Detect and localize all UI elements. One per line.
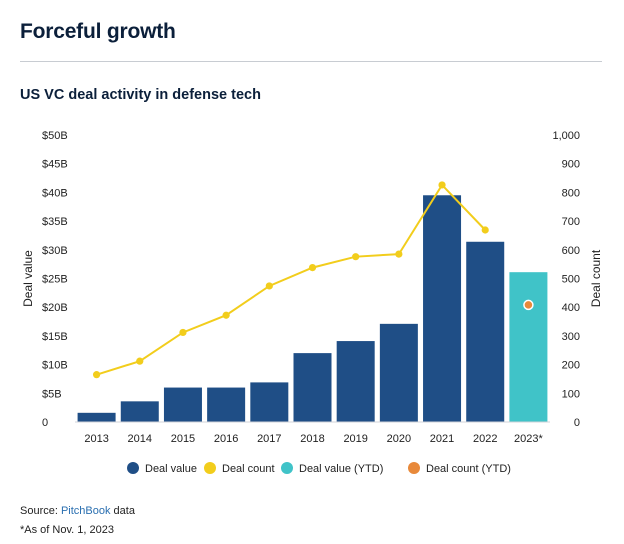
bar-deal-value — [336, 341, 375, 422]
point-deal-count — [308, 263, 317, 272]
y-left-tick-label: $45B — [42, 159, 68, 171]
x-tick-label: 2021 — [430, 433, 454, 445]
legend-swatch — [204, 462, 216, 474]
x-tick-label: 2018 — [300, 433, 324, 445]
bar-deal-value — [77, 412, 116, 422]
legend-label: Deal value (YTD) — [299, 463, 383, 475]
point-deal-count — [395, 250, 403, 258]
y-right-tick-label: 100 — [562, 388, 580, 400]
y-left-tick-label: 0 — [42, 417, 48, 429]
chart-title: US VC deal activity in defense tech — [20, 87, 261, 103]
point-deal-count — [179, 328, 187, 337]
y-right-tick-label: 200 — [562, 360, 580, 372]
x-tick-label: 2023* — [514, 433, 543, 445]
y-right-tick-label: 600 — [562, 245, 580, 257]
source-link[interactable]: PitchBook — [60, 505, 111, 517]
bar-deal-value — [293, 353, 332, 422]
x-tick-label: 2015 — [171, 433, 195, 445]
bar-deal-value — [466, 241, 505, 422]
point-deal-count — [265, 282, 273, 290]
y-left-tick-label: $35B — [42, 216, 68, 228]
y-left-tick-label: $20B — [42, 302, 68, 314]
x-tick-label: 2022 — [473, 433, 497, 445]
divider — [20, 61, 602, 62]
y-right-tick-label: 700 — [562, 216, 580, 228]
y-left-tick-label: $10B — [42, 360, 68, 372]
chart: 0 $5B $10B $15B $20B $25B $30B $35B $40B $45B $50B… — [21, 130, 603, 475]
y-left-tick-label: $50B — [42, 130, 68, 142]
point-deal-count — [92, 371, 101, 379]
source-prefix: Source: — [20, 505, 61, 517]
y-right-tick-label: 500 — [562, 274, 580, 286]
y-right-axis-title: Deal count — [589, 249, 603, 307]
y-left-tick-label: $5B — [42, 388, 62, 400]
legend-label: Deal value — [145, 463, 197, 475]
x-tick-label: 2013 — [84, 433, 108, 445]
footnote: *As of Nov. 1, 2023 — [20, 524, 114, 536]
legend-swatch — [127, 462, 139, 474]
bar-deal-value — [120, 401, 159, 422]
bar-deal-value — [423, 195, 462, 422]
y-left-tick-label: $15B — [42, 331, 68, 343]
point-deal-count-ytd — [523, 299, 534, 311]
x-tick-label: 2016 — [214, 433, 238, 445]
y-right-tick-label: 800 — [562, 187, 580, 199]
bar-deal-value-ytd — [509, 272, 548, 422]
bar-deal-value — [379, 323, 418, 422]
source-note: Source: PitchBook data — [20, 505, 135, 517]
legend-label: Deal count (YTD) — [426, 463, 511, 475]
y-right-tick-label: 300 — [562, 331, 580, 343]
legend-swatch — [281, 462, 293, 474]
source-suffix: data — [110, 505, 135, 517]
legend-swatch — [408, 462, 420, 474]
y-right-tick-label: 1,000 — [552, 130, 580, 142]
x-tick-label: 2014 — [128, 433, 152, 445]
bar-deal-value — [163, 387, 202, 422]
y-right-tick-label: 400 — [562, 302, 580, 314]
y-left-tick-label: $40B — [42, 187, 68, 199]
y-left-tick-label: $30B — [42, 245, 68, 257]
x-tick-label: 2019 — [343, 433, 367, 445]
y-right-tick-label: 0 — [574, 417, 580, 429]
x-tick-label: 2017 — [257, 433, 281, 445]
y-right-tick-label: 900 — [562, 159, 580, 171]
point-deal-count — [222, 311, 230, 319]
y-left-tick-label: $25B — [42, 274, 68, 286]
bar-deal-value — [207, 387, 246, 422]
line-deal-count — [96, 183, 486, 376]
point-deal-count — [438, 181, 446, 189]
point-deal-count — [481, 226, 489, 234]
y-left-axis-title: Deal value — [21, 250, 35, 307]
point-deal-count — [352, 253, 360, 261]
x-tick-label: 2020 — [387, 433, 411, 445]
point-deal-count — [136, 357, 144, 365]
headline: Forceful growth — [20, 20, 176, 43]
bar-deal-value — [250, 382, 289, 422]
legend-label: Deal count — [222, 463, 275, 475]
